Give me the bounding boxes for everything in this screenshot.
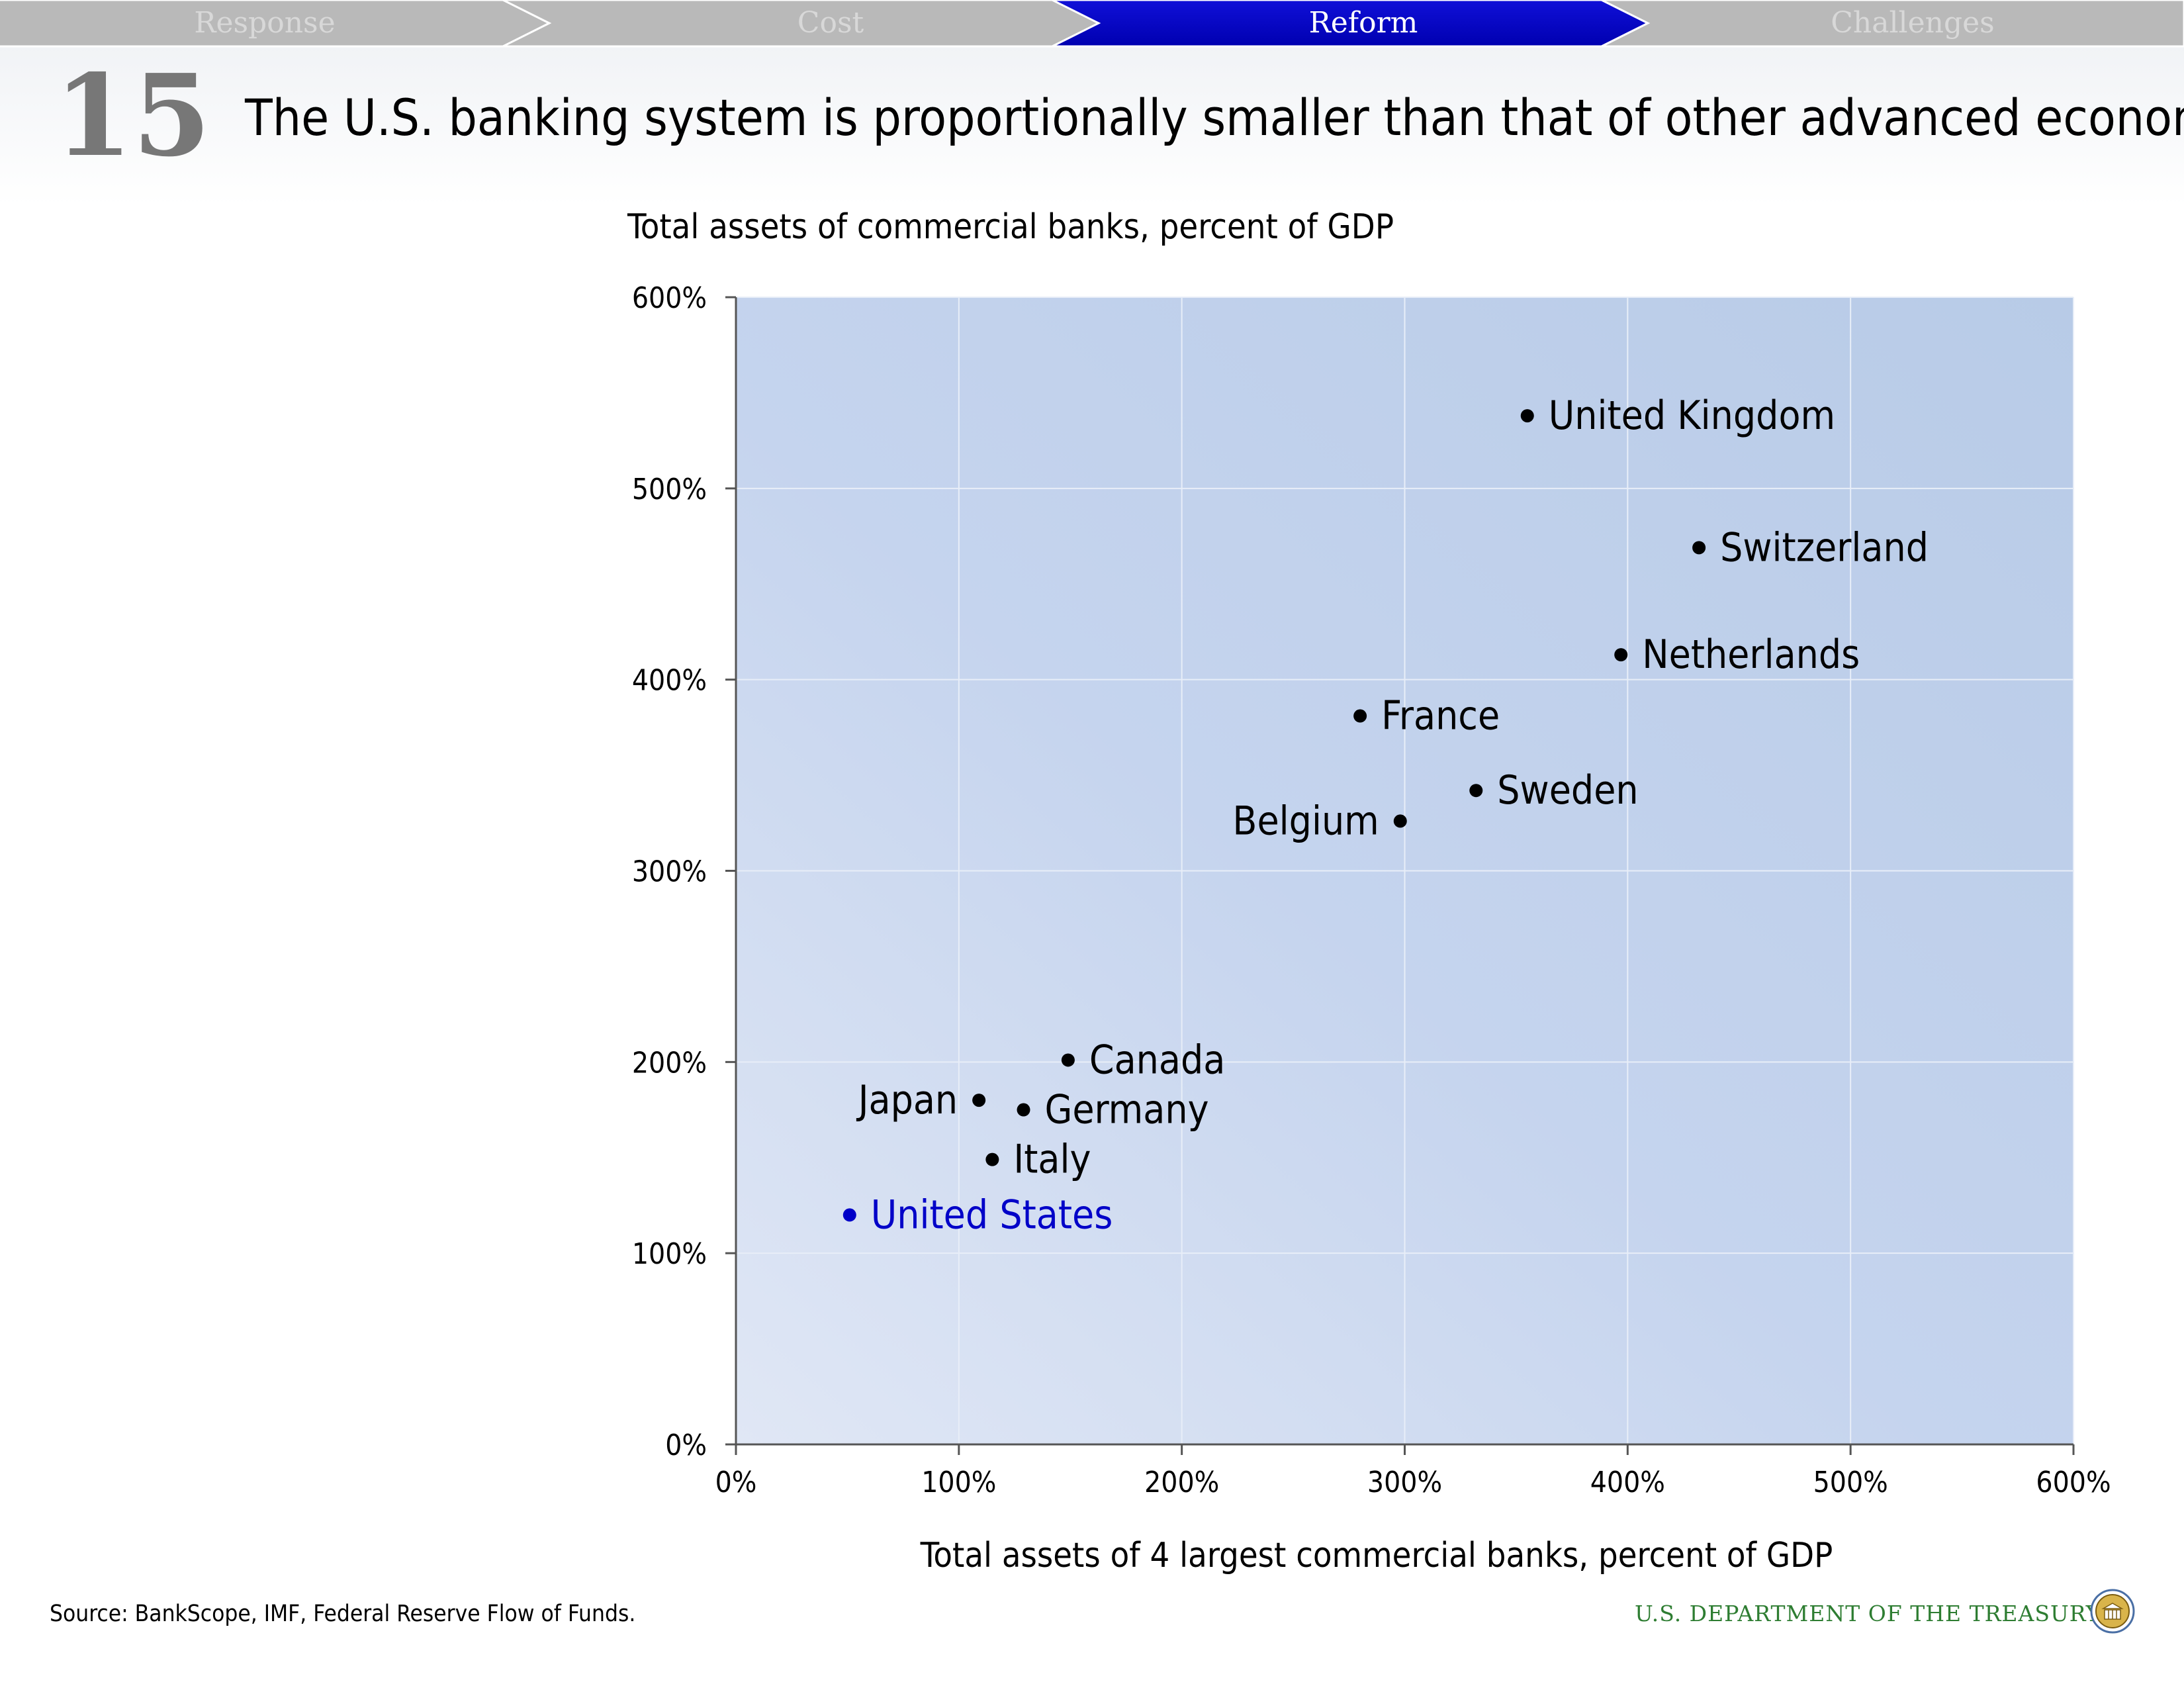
point-label-belgium: Belgium [1232, 798, 1379, 844]
treasury-seal-icon [2090, 1589, 2135, 1634]
point-label-japan: Japan [856, 1077, 958, 1123]
point-united-kingdom [1520, 409, 1534, 423]
slide-number: 15 [54, 50, 211, 182]
y-tick-label: 500% [632, 473, 707, 506]
x-tick-label: 0% [715, 1466, 757, 1499]
point-italy [985, 1152, 999, 1166]
y-tick-label: 100% [632, 1237, 707, 1271]
treasury-department-name: U.S. DEPARTMENT OF THE TREASURY [1635, 1601, 2101, 1626]
point-label-united-states: United States [871, 1192, 1113, 1238]
point-label-netherlands: Netherlands [1642, 632, 1860, 678]
point-japan [972, 1094, 986, 1107]
point-label-france: France [1381, 693, 1500, 739]
x-tick-label: 400% [1590, 1466, 1665, 1499]
point-label-sweden: Sweden [1497, 767, 1638, 814]
y-tick-label: 0% [665, 1429, 707, 1462]
data-points: United Kingdom Switzerland Netherlands Fran… [842, 393, 1929, 1238]
axes: 0% 100% 200% 300% 400% 500% 600% 0% 100% 200% 300%… [632, 281, 2111, 1499]
point-label-united-kingdom: United Kingdom [1549, 393, 1835, 439]
y-axis-label: Total assets of commercial banks, percen… [627, 207, 1394, 247]
y-tick-label: 200% [632, 1046, 707, 1080]
point-netherlands [1614, 648, 1628, 662]
slide-title: The U.S. banking system is proportionall… [245, 88, 2184, 147]
x-tick-label: 600% [2036, 1466, 2111, 1499]
y-tick-label: 300% [632, 855, 707, 889]
point-label-switzerland: Switzerland [1720, 524, 1929, 571]
nav-tab-challenges[interactable]: Challenges [1831, 6, 1995, 40]
source-note: Source: BankScope, IMF, Federal Reserve … [50, 1601, 636, 1627]
nav-tab-cost[interactable]: Cost [797, 6, 864, 40]
header-background [0, 46, 2184, 205]
point-canada [1061, 1053, 1075, 1067]
x-tick-label: 300% [1367, 1466, 1442, 1499]
point-label-canada: Canada [1089, 1037, 1225, 1083]
y-tick-label: 600% [632, 281, 707, 315]
point-united-states [842, 1208, 856, 1222]
point-belgium [1393, 814, 1407, 828]
point-label-germany: Germany [1045, 1087, 1209, 1133]
nav-tab-response[interactable]: Response [194, 6, 336, 40]
nav-chevron-challenges [1601, 0, 2184, 48]
point-sweden [1469, 784, 1483, 798]
point-label-italy: Italy [1013, 1137, 1091, 1183]
x-tick-label: 100% [921, 1466, 996, 1499]
x-axis-label: Total assets of 4 largest commercial ban… [920, 1536, 1833, 1575]
x-tick-label: 500% [1813, 1466, 1888, 1499]
section-nav-bar: Response Cost Reform Challenges [0, 0, 2184, 48]
nav-tab-reform[interactable]: Reform [1308, 6, 1418, 40]
point-germany [1017, 1103, 1030, 1117]
point-france [1353, 709, 1367, 723]
x-tick-label: 200% [1144, 1466, 1219, 1499]
grid-lines [736, 297, 2074, 1444]
point-switzerland [1692, 541, 1706, 555]
y-tick-label: 400% [632, 664, 707, 698]
